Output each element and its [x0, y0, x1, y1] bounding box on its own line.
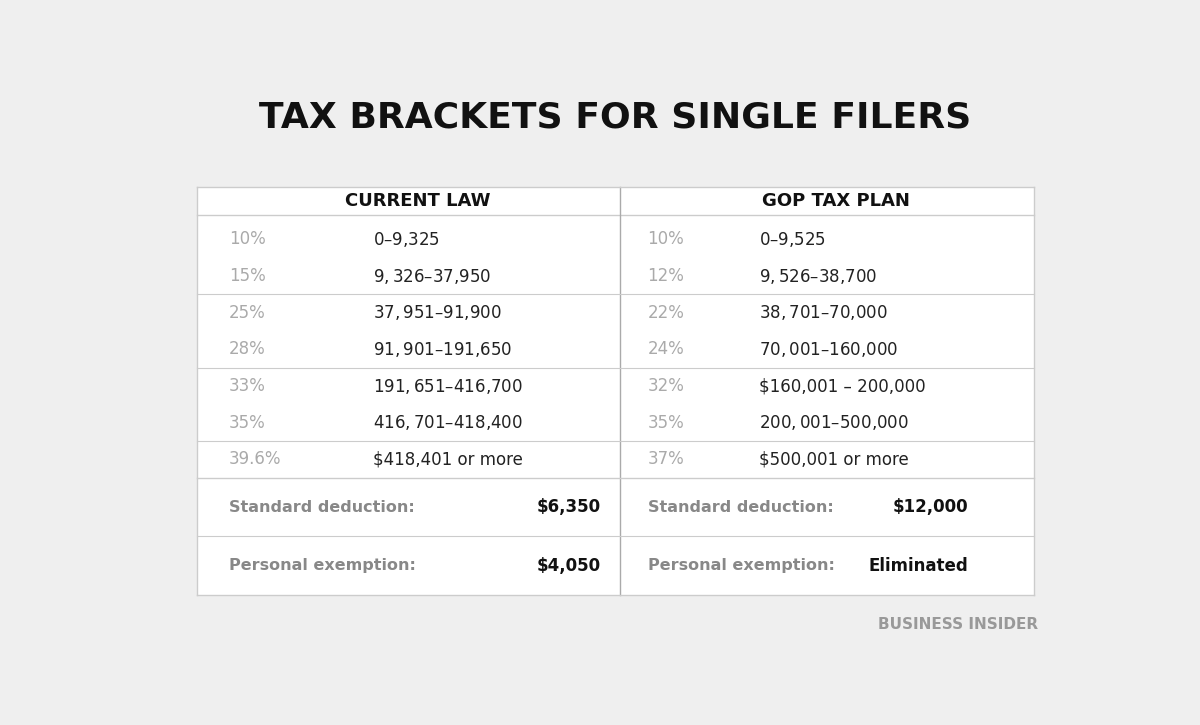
Text: 22%: 22% — [648, 304, 684, 322]
Text: 15%: 15% — [229, 267, 266, 285]
Text: 37%: 37% — [648, 450, 684, 468]
Text: 24%: 24% — [648, 340, 684, 358]
Text: Eliminated: Eliminated — [869, 557, 968, 575]
Text: $160,001 – 200,000: $160,001 – 200,000 — [760, 377, 925, 395]
Text: $4,050: $4,050 — [536, 557, 601, 575]
Text: GOP TAX PLAN: GOP TAX PLAN — [762, 192, 910, 210]
Text: $191,651 – $416,700: $191,651 – $416,700 — [373, 376, 523, 396]
Text: 35%: 35% — [648, 414, 684, 432]
Text: Personal exemption:: Personal exemption: — [229, 558, 416, 573]
Text: 28%: 28% — [229, 340, 266, 358]
Text: Standard deduction:: Standard deduction: — [648, 500, 833, 515]
Text: BUSINESS INSIDER: BUSINESS INSIDER — [878, 616, 1038, 631]
Text: 12%: 12% — [648, 267, 684, 285]
Text: $418,401 or more: $418,401 or more — [373, 450, 523, 468]
Text: 39.6%: 39.6% — [229, 450, 282, 468]
Text: $70,001 – $160,000: $70,001 – $160,000 — [760, 340, 899, 359]
Text: $0 – $9,325: $0 – $9,325 — [373, 230, 440, 249]
Text: $6,350: $6,350 — [536, 498, 601, 516]
Text: $500,001 or more: $500,001 or more — [760, 450, 908, 468]
Text: Personal exemption:: Personal exemption: — [648, 558, 834, 573]
Text: 10%: 10% — [648, 231, 684, 249]
Text: CURRENT LAW: CURRENT LAW — [344, 192, 490, 210]
Text: 35%: 35% — [229, 414, 266, 432]
Text: $9,326 – $37,950: $9,326 – $37,950 — [373, 267, 491, 286]
Text: 32%: 32% — [648, 377, 684, 395]
Text: $37,951 – $91,900: $37,951 – $91,900 — [373, 303, 502, 322]
Text: $0 – $9,525: $0 – $9,525 — [760, 230, 826, 249]
Text: $9,526 – $38,700: $9,526 – $38,700 — [760, 267, 877, 286]
Text: $200,001 – $500,000: $200,001 – $500,000 — [760, 413, 910, 432]
Text: $416,701 – $418,400: $416,701 – $418,400 — [373, 413, 523, 432]
Text: $38,701 – $70,000: $38,701 – $70,000 — [760, 303, 888, 322]
Text: $91,901 – $191,650: $91,901 – $191,650 — [373, 340, 512, 359]
Text: 25%: 25% — [229, 304, 266, 322]
Text: Standard deduction:: Standard deduction: — [229, 500, 415, 515]
Text: $12,000: $12,000 — [893, 498, 968, 516]
Text: 33%: 33% — [229, 377, 266, 395]
FancyBboxPatch shape — [197, 188, 1033, 595]
Text: 10%: 10% — [229, 231, 266, 249]
Text: TAX BRACKETS FOR SINGLE FILERS: TAX BRACKETS FOR SINGLE FILERS — [259, 101, 971, 135]
